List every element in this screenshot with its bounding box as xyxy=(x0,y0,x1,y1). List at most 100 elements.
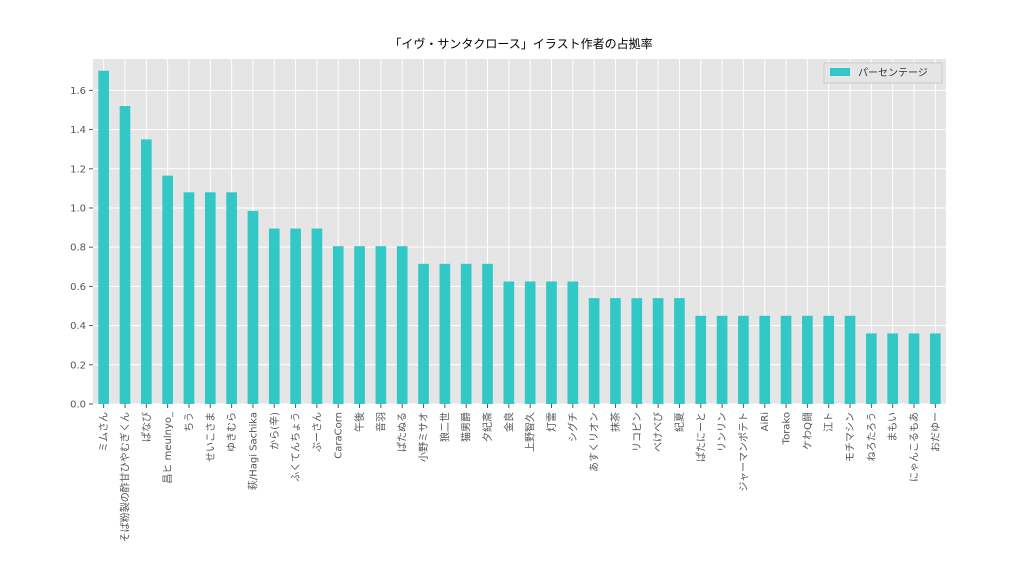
x-tick-label: リンリン xyxy=(718,412,729,452)
bar xyxy=(780,315,792,404)
x-tick-label: ぶーさん xyxy=(311,412,323,452)
x-axis: ミムさん そば粉製の酢甘ひやむぎくん ぱなび 昌ヒ meulnyo_ ちう せいこさま ゆき… xyxy=(98,404,942,542)
x-tick-label: Torako xyxy=(782,412,793,445)
x-tick-label: ちう xyxy=(183,412,195,432)
x-tick-label: ふくてんちょう xyxy=(290,412,302,482)
bar xyxy=(482,263,493,404)
bar xyxy=(631,298,643,404)
x-tick-label: 金良 xyxy=(502,412,515,432)
y-tick-label: 1.0 xyxy=(70,203,86,214)
bar xyxy=(844,315,856,404)
bar xyxy=(652,298,664,404)
x-tick-label: にゃんこるもあ xyxy=(909,412,921,482)
bar xyxy=(823,315,835,404)
x-tick-label: 昌ヒ meulnyo_ xyxy=(162,411,174,484)
x-tick-label: AiRi xyxy=(760,412,771,431)
y-tick-label: 1.4 xyxy=(70,125,86,136)
bar xyxy=(503,281,515,404)
x-tick-label: ぱたにーと xyxy=(695,412,707,462)
bar xyxy=(162,175,173,404)
x-tick-label: リコピン xyxy=(631,412,643,452)
bar xyxy=(332,246,344,404)
bar xyxy=(460,263,472,404)
bar xyxy=(247,210,259,404)
legend: パーセンテージ xyxy=(823,62,943,84)
x-tick-label: 小野ミサオ xyxy=(418,412,430,462)
legend-swatch xyxy=(830,68,850,76)
bar xyxy=(204,192,216,404)
bar xyxy=(290,228,301,404)
bar xyxy=(396,246,408,404)
bar xyxy=(930,333,941,404)
y-tick-label: 0.0 xyxy=(70,400,86,411)
x-tick-label: ケわQ鬪 xyxy=(802,412,814,450)
bar xyxy=(567,281,579,404)
bar xyxy=(674,298,685,404)
chart-title: 「イヴ・サンタクロース」イラスト作者の占拠率 xyxy=(389,36,652,51)
x-tick-label: 猫男爵 xyxy=(460,412,473,442)
bar xyxy=(140,139,152,404)
x-tick-label: 音羽 xyxy=(374,412,387,432)
x-tick-label: から(辛) xyxy=(268,412,281,450)
bar xyxy=(439,263,451,404)
bar xyxy=(354,246,365,404)
bar xyxy=(887,333,899,404)
bar xyxy=(716,315,728,404)
y-tick-label: 0.2 xyxy=(70,360,86,371)
y-tick-label: 0.4 xyxy=(70,321,86,332)
bar xyxy=(738,315,749,404)
bar xyxy=(226,192,237,404)
x-tick-label: 紀夏 xyxy=(673,412,686,432)
x-tick-label: 夕紀斎 xyxy=(481,412,494,442)
legend-label: パーセンテージ xyxy=(858,67,928,79)
x-tick-label: シグチ xyxy=(566,412,579,442)
bar xyxy=(268,228,280,404)
x-tick-label: まもい xyxy=(887,412,899,442)
bar xyxy=(546,281,557,404)
bar xyxy=(183,192,195,404)
x-tick-label: ジャーマンポテト xyxy=(738,412,750,492)
bar xyxy=(524,281,536,404)
x-tick-label: 萩/Hagi Sachika xyxy=(247,412,259,490)
y-tick-label: 0.6 xyxy=(70,282,86,293)
y-tick-label: 0.8 xyxy=(70,243,86,254)
plot-area xyxy=(93,59,946,404)
x-tick-label: 抹茶 xyxy=(609,412,622,432)
bar xyxy=(311,228,323,404)
y-tick-label: 1.2 xyxy=(70,164,86,175)
x-tick-label: そば粉製の酢甘ひやむぎくん xyxy=(118,412,131,542)
bar xyxy=(802,315,813,404)
bar xyxy=(98,70,109,405)
x-tick-label: CaraCorn xyxy=(334,412,345,459)
bar xyxy=(610,298,621,404)
x-tick-label: あすくリオン xyxy=(589,412,601,472)
x-tick-label: ゆきむら xyxy=(226,412,238,452)
x-tick-label: せいこさま xyxy=(205,412,217,462)
x-tick-label: 上野智久 xyxy=(524,412,537,452)
x-tick-label: ぱなび xyxy=(141,412,153,442)
x-tick-label: 灯雷 xyxy=(546,412,558,432)
bar xyxy=(759,315,771,404)
bar xyxy=(908,333,920,404)
bar xyxy=(588,298,600,404)
legend-box xyxy=(823,62,943,84)
x-tick-label: べけべび xyxy=(653,412,665,452)
y-tick-label: 1.6 xyxy=(70,86,86,97)
y-axis: 0.0 0.2 0.4 0.6 0.8 1.0 1.2 1.4 1.6 xyxy=(70,86,93,411)
bar xyxy=(418,263,429,404)
bar xyxy=(375,246,387,404)
x-tick-label: 午後 xyxy=(353,412,366,432)
x-tick-label: ミムさん xyxy=(98,412,110,452)
x-tick-label: おだゆー xyxy=(930,412,942,452)
bar xyxy=(695,315,707,404)
bar xyxy=(866,333,877,404)
bar xyxy=(119,106,131,404)
x-tick-label: モチマシン xyxy=(845,412,857,462)
x-tick-label: 江ト xyxy=(823,412,835,432)
bar-series xyxy=(98,70,941,405)
x-tick-label: ぱたぬる xyxy=(397,412,409,452)
x-tick-label: ねろたろう xyxy=(866,412,878,461)
x-tick-label: 狼二世 xyxy=(438,412,451,442)
